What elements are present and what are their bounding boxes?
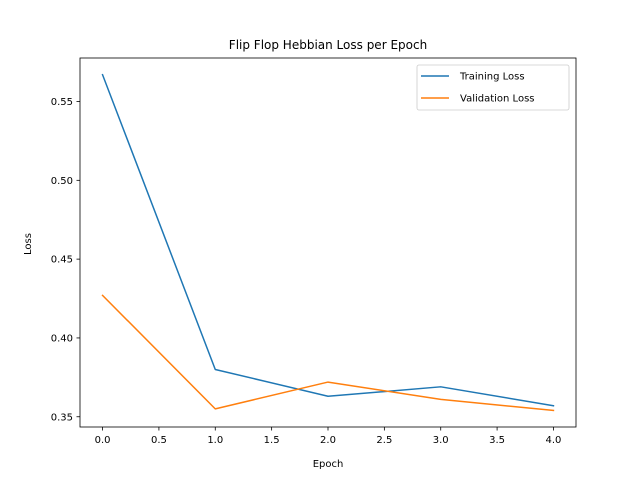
x-tick-label: 1.0	[207, 435, 223, 446]
x-axis-label: Epoch	[313, 459, 344, 470]
x-tick-label: 2.0	[320, 435, 336, 446]
x-tick-label: 4.0	[546, 435, 562, 446]
x-tick-label: 1.5	[264, 435, 280, 446]
legend-box	[416, 64, 570, 111]
series-line-validation-loss	[101, 294, 555, 412]
x-tick-label: 3.0	[433, 435, 449, 446]
legend: Training Loss Validation Loss	[416, 64, 570, 111]
y-tick-label: 0.55	[51, 97, 73, 108]
series-lines	[101, 73, 555, 412]
y-tick-label: 0.50	[51, 176, 73, 187]
legend-label-validation-loss: Validation Loss	[460, 94, 535, 105]
y-tick-label: 0.45	[51, 255, 73, 266]
x-tick-label: 2.5	[376, 435, 392, 446]
x-tick-label: 0.5	[151, 435, 167, 446]
legend-entries: Training Loss Validation Loss	[421, 72, 535, 105]
y-axis: 0.35 0.40 0.45 0.50 0.55	[51, 97, 80, 423]
chart-title: Flip Flop Hebbian Loss per Epoch	[229, 38, 427, 52]
x-axis: 0.0 0.5 1.0 1.5 2.0 2.5 3.0 3.5 4.0	[95, 427, 562, 446]
plot-area: 0.0 0.5 1.0 1.5 2.0 2.5 3.0 3.5 4.0 0.35 0.40 0.45…	[51, 57, 577, 446]
y-axis-label: Loss	[23, 233, 34, 255]
series-line-training-loss	[101, 73, 555, 407]
x-tick-label: 3.5	[489, 435, 505, 446]
legend-label-training-loss: Training Loss	[459, 72, 525, 83]
x-tick-label: 0.0	[95, 435, 111, 446]
y-tick-label: 0.40	[51, 334, 73, 345]
y-tick-label: 0.35	[51, 412, 73, 423]
